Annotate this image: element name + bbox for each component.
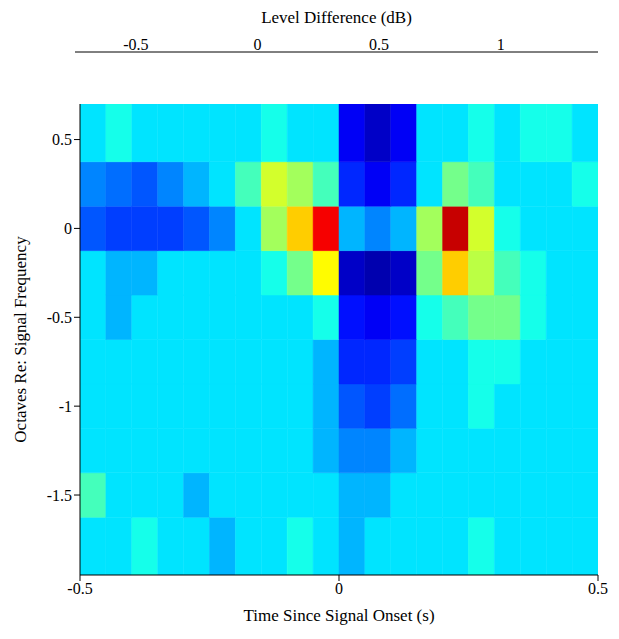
svg-text:-0.5: -0.5 — [123, 36, 148, 53]
svg-text:-1: -1 — [59, 398, 72, 415]
svg-text:-0.5: -0.5 — [47, 309, 72, 326]
svg-text:0: 0 — [64, 220, 72, 237]
svg-text:0.5: 0.5 — [52, 131, 72, 148]
html-text:Level Difference (dB): Level Difference (dB) — [261, 8, 412, 27]
svg-text:-1.5: -1.5 — [47, 487, 72, 504]
svg-text:0: 0 — [335, 580, 343, 597]
svg-text:Time Since Signal Onset (s): Time Since Signal Onset (s) — [243, 606, 434, 625]
svg-text:1: 1 — [497, 36, 505, 53]
svg-text:0.5: 0.5 — [588, 580, 608, 597]
svg-text:0: 0 — [253, 36, 261, 53]
svg-text:Octaves Re: Signal Frequency: Octaves Re: Signal Frequency — [11, 236, 30, 443]
svg-text:-0.5: -0.5 — [67, 580, 92, 597]
svg-text:0.5: 0.5 — [369, 36, 389, 53]
